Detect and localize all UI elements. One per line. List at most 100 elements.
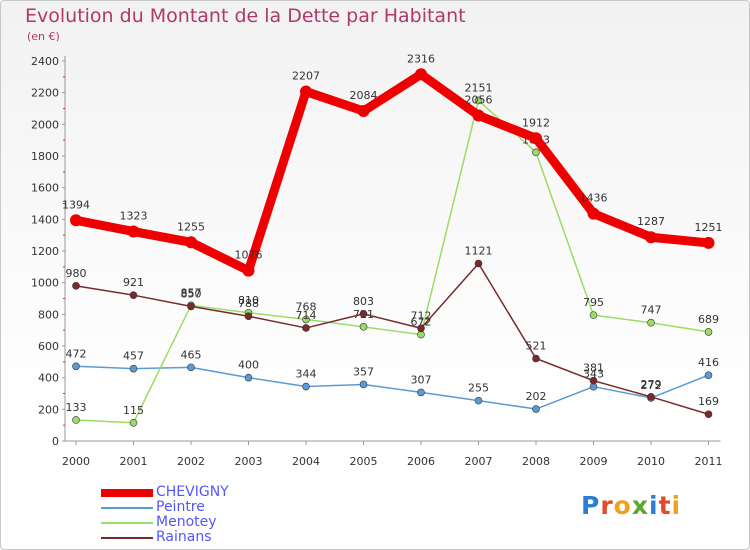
data-point-chevigny: [70, 214, 82, 227]
data-point-rainans: [129, 291, 138, 299]
y-tick-label: 2000: [31, 118, 59, 131]
legend-label-chevigny: CHEVIGNY: [156, 484, 229, 500]
data-label-peintre: 416: [698, 356, 719, 369]
data-point-chevigny: [242, 264, 255, 277]
legend-swatch-rainans: [101, 537, 153, 539]
data-label-menotey: 747: [641, 304, 662, 317]
data-label-rainans: 803: [353, 295, 374, 308]
x-tick-label: 2003: [235, 455, 263, 468]
logo-letter: i: [671, 491, 682, 520]
data-label-rainans: 714: [296, 309, 317, 322]
data-point-menotey: [532, 148, 540, 157]
y-tick-label: 800: [38, 308, 59, 321]
x-tick-label: 2007: [465, 455, 493, 468]
data-label-rainans: 712: [411, 309, 432, 322]
data-label-peintre: 307: [411, 373, 432, 386]
data-label-rainans: 850: [181, 287, 202, 300]
x-tick-label: 2001: [120, 455, 148, 468]
data-point-menotey: [72, 416, 80, 424]
data-point-peintre: [532, 405, 540, 413]
data-point-menotey: [302, 315, 310, 324]
data-point-rainans: [187, 302, 195, 311]
data-label-chevigny: 1251: [695, 221, 723, 234]
data-point-rainans: [589, 376, 598, 385]
data-label-peintre: 272: [641, 379, 662, 392]
data-label-menotey: 810: [238, 294, 259, 307]
data-point-chevigny: [702, 236, 715, 249]
data-point-rainans: [417, 324, 425, 333]
data-point-rainans: [704, 410, 713, 419]
x-tick-label: 2010: [637, 455, 665, 468]
y-tick-label: 200: [38, 403, 59, 416]
series-line-rainans: [75, 262, 710, 415]
data-label-chevigny: 2316: [407, 52, 435, 65]
y-tick-label: 600: [38, 340, 59, 353]
y-tick-label: 2200: [31, 87, 59, 100]
data-label-menotey: 689: [698, 313, 719, 326]
logo-letter: P: [581, 491, 601, 520]
legend-label-menotey: Menotey: [156, 514, 217, 530]
logo-letter: o: [613, 491, 632, 520]
series-line-menotey: [75, 99, 710, 424]
data-label-menotey: 2151: [465, 81, 493, 94]
legend-swatch-menotey: [101, 522, 153, 524]
x-tick-label: 2009: [580, 455, 608, 468]
data-label-chevigny: 2084: [350, 89, 378, 102]
legend-label-peintre: Peintre: [156, 499, 205, 515]
data-point-chevigny: [415, 68, 427, 81]
data-label-rainans: 921: [123, 276, 144, 289]
y-tick-label: 1000: [31, 277, 59, 290]
data-label-rainans: 169: [698, 395, 719, 408]
y-tick-label: 0: [52, 435, 59, 448]
data-point-chevigny: [587, 207, 600, 220]
legend-label-rainans: Rainans: [156, 529, 212, 545]
data-point-peintre: [474, 396, 483, 405]
y-tick-label: 1200: [31, 245, 59, 258]
data-label-chevigny: 1912: [522, 116, 550, 129]
chart-title: Evolution du Montant de la Dette par Hab…: [25, 5, 466, 27]
data-point-rainans: [72, 282, 80, 290]
logo-letter: i: [649, 491, 659, 520]
data-point-rainans: [302, 324, 310, 332]
data-point-chevigny: [127, 225, 140, 238]
data-label-chevigny: 1076: [235, 249, 263, 262]
data-label-peintre: 255: [468, 382, 489, 395]
x-tick-label: 2002: [177, 455, 205, 468]
data-label-menotey: 795: [583, 296, 604, 309]
data-point-peintre: [187, 363, 195, 372]
data-label-rainans: 381: [583, 362, 604, 375]
data-point-menotey: [129, 418, 138, 427]
data-label-peintre: 465: [181, 348, 202, 361]
data-label-rainans: 788: [238, 297, 259, 310]
data-point-menotey: [359, 323, 368, 331]
data-point-menotey: [474, 96, 483, 105]
x-tick-label: 2008: [522, 455, 550, 468]
data-point-peintre: [129, 364, 138, 373]
data-point-menotey: [589, 311, 598, 319]
series-line-peintre: [75, 365, 710, 410]
x-tick-label: 2005: [350, 455, 378, 468]
data-point-peintre: [302, 382, 310, 391]
data-label-chevigny: 1394: [62, 198, 90, 211]
data-label-peintre: 202: [526, 390, 547, 403]
x-tick-label: 2004: [292, 455, 320, 468]
data-point-menotey: [647, 318, 655, 327]
data-label-peintre: 400: [238, 359, 259, 372]
data-label-chevigny: 2056: [465, 93, 493, 106]
data-point-chevigny: [645, 231, 657, 244]
data-point-menotey: [704, 328, 713, 336]
data-label-menotey: 857: [181, 286, 202, 299]
data-point-chevigny: [357, 105, 370, 118]
data-label-chevigny: 1323: [120, 210, 148, 223]
data-point-rainans: [474, 259, 483, 268]
data-point-peintre: [417, 388, 425, 397]
x-tick-label: 2006: [407, 455, 435, 468]
data-point-chevigny: [472, 109, 485, 122]
data-label-rainans: 279: [641, 378, 662, 391]
data-label-peintre: 344: [296, 368, 317, 381]
data-label-rainans: 521: [526, 340, 547, 353]
data-point-rainans: [359, 310, 368, 318]
data-point-chevigny: [185, 236, 197, 249]
data-label-chevigny: 1287: [637, 215, 665, 228]
